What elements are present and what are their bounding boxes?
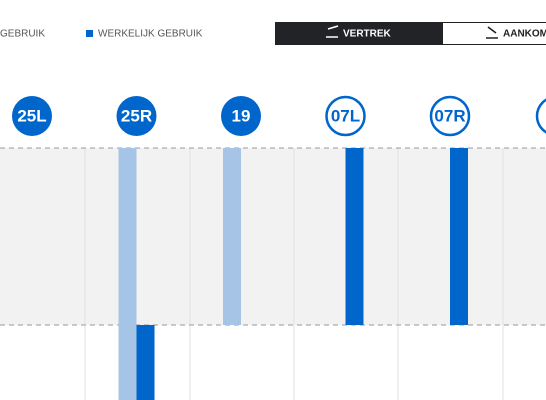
column-lines (84, 148, 504, 400)
runway-label: 25R (121, 106, 152, 125)
tab-departure[interactable] (275, 22, 442, 45)
runway-badge (12, 96, 52, 136)
actual-bar (450, 148, 468, 325)
tab-departure-label: VERTREK (343, 29, 392, 40)
departure-icon (326, 25, 339, 38)
tab-arrival[interactable] (442, 22, 546, 45)
runway-badge (116, 96, 157, 136)
tab-arrival-label: AANKOM (503, 29, 546, 40)
runway-badge (325, 95, 366, 137)
legend-actual: WERKELIJK GEBRUIK (98, 29, 203, 40)
legend-swatch (86, 30, 93, 37)
runway-badge (221, 96, 261, 136)
planned-bar (223, 148, 241, 325)
arrival-icon (486, 26, 498, 39)
runway-label: 19 (232, 106, 251, 125)
planned-bar (118, 325, 137, 400)
runway-badge (429, 95, 471, 137)
runway-label: 25L (17, 106, 46, 125)
actual-bar (345, 148, 364, 325)
runway-label: 07R (434, 106, 465, 125)
runway-badge (535, 98, 546, 134)
planned-bar (118, 148, 137, 325)
legend-planned: GEBRUIK (0, 29, 45, 40)
actual-bar (136, 325, 155, 400)
runway-label: 07L (331, 106, 360, 125)
